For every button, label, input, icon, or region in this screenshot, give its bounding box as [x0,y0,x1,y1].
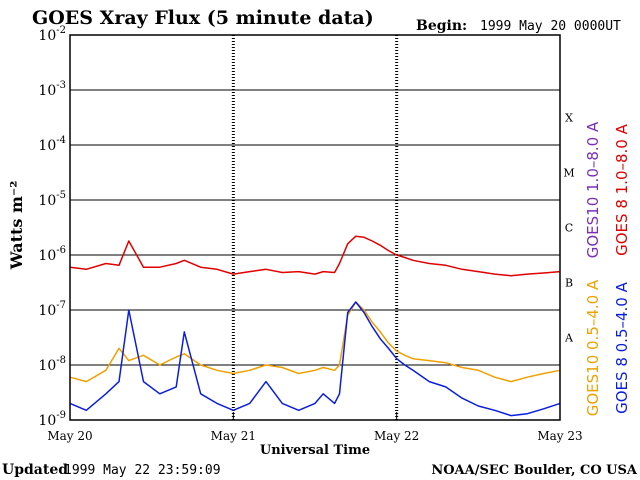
grid-lines [69,34,561,421]
flare-class-label: C [565,222,573,235]
flare-class-label: M [563,167,574,180]
y-tick-label: 10-4 [38,135,66,154]
y-tick-label: 10-3 [38,80,66,99]
flare-class-labels: X M C B A [563,112,574,345]
legend-entry: GOES 8 0.5–4.0 A [613,281,631,413]
x-tick-labels: May 20 May 21 May 22 May 23 [47,429,582,443]
flare-class-label: A [564,332,574,345]
x-tick-label: May 20 [47,429,92,443]
x-tick-label: May 21 [211,429,256,443]
legend-entry: GOES10 1.0–8.0 A [584,121,602,258]
y-axis-title: Watts m⁻² [7,181,26,271]
series-line-0 [69,235,561,277]
y-tick-label: 10-9 [38,410,66,429]
series-line-2 [69,301,561,417]
series-lines [69,235,561,417]
begin-value: 1999 May 20 0000UT [480,19,621,34]
y-tick-label: 10-7 [38,300,66,319]
credit-text: NOAA/SEC Boulder, CO USA [431,463,638,478]
y-tick-labels: 10-2 10-3 10-4 10-5 10-6 10-7 10-8 10-9 [38,25,66,429]
flare-class-label: X [565,112,573,125]
x-tick-label: May 22 [374,429,419,443]
plot-frame [69,34,561,421]
x-axis-title: Universal Time [260,443,370,458]
legend-entry: GOES 8 1.0–8.0 A [613,123,631,255]
x-tick-label: May 23 [537,429,582,443]
legend-entry: GOES10 0.5–4.0 A [584,279,602,416]
updated-value: 1999 May 22 23:59:09 [64,463,221,478]
series-line-1 [69,301,561,383]
y-tick-label: 10-5 [38,190,66,209]
y-tick-label: 10-2 [38,25,66,44]
begin-label: Begin: [416,18,467,34]
y-tick-label: 10-8 [38,355,66,374]
flare-class-label: B [565,277,573,290]
y-tick-label: 10-6 [38,245,66,264]
updated-label: Updated [2,462,68,478]
legend: GOES10 1.0–8.0 A GOES 8 1.0–8.0 A GOES10 0… [584,121,631,416]
chart-title: GOES Xray Flux (5 minute data) [32,7,374,29]
